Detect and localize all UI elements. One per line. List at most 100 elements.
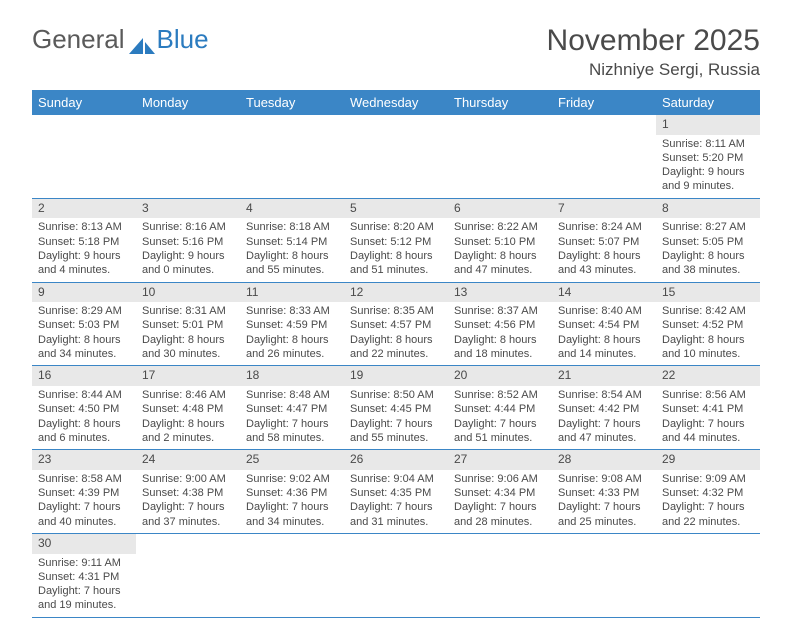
daylight-line: Daylight: 8 hours and 22 minutes. bbox=[350, 333, 442, 362]
sunset-line: Sunset: 5:16 PM bbox=[142, 235, 234, 249]
calendar-empty-cell bbox=[552, 115, 656, 198]
day-details: Sunrise: 9:11 AMSunset: 4:31 PMDaylight:… bbox=[32, 554, 136, 617]
calendar-row: 1Sunrise: 8:11 AMSunset: 5:20 PMDaylight… bbox=[32, 115, 760, 198]
calendar-day-cell: 11Sunrise: 8:33 AMSunset: 4:59 PMDayligh… bbox=[240, 282, 344, 366]
logo: General Blue bbox=[32, 24, 209, 55]
daylight-line: Daylight: 8 hours and 55 minutes. bbox=[246, 249, 338, 278]
daylight-line: Daylight: 8 hours and 26 minutes. bbox=[246, 333, 338, 362]
sunset-line: Sunset: 4:41 PM bbox=[662, 402, 754, 416]
day-details: Sunrise: 9:08 AMSunset: 4:33 PMDaylight:… bbox=[552, 470, 656, 533]
calendar-empty-cell bbox=[136, 533, 240, 617]
sunrise-line: Sunrise: 8:56 AM bbox=[662, 388, 754, 402]
day-details: Sunrise: 8:24 AMSunset: 5:07 PMDaylight:… bbox=[552, 218, 656, 281]
sunrise-line: Sunrise: 8:27 AM bbox=[662, 220, 754, 234]
daylight-line: Daylight: 7 hours and 19 minutes. bbox=[38, 584, 130, 613]
daylight-line: Daylight: 8 hours and 34 minutes. bbox=[38, 333, 130, 362]
calendar-empty-cell bbox=[344, 533, 448, 617]
daylight-line: Daylight: 7 hours and 58 minutes. bbox=[246, 417, 338, 446]
sunrise-line: Sunrise: 8:22 AM bbox=[454, 220, 546, 234]
sunset-line: Sunset: 4:39 PM bbox=[38, 486, 130, 500]
sunrise-line: Sunrise: 8:46 AM bbox=[142, 388, 234, 402]
calendar-day-cell: 14Sunrise: 8:40 AMSunset: 4:54 PMDayligh… bbox=[552, 282, 656, 366]
sunrise-line: Sunrise: 9:00 AM bbox=[142, 472, 234, 486]
sunset-line: Sunset: 5:10 PM bbox=[454, 235, 546, 249]
weekday-header: Saturday bbox=[656, 90, 760, 115]
calendar-row: 16Sunrise: 8:44 AMSunset: 4:50 PMDayligh… bbox=[32, 366, 760, 450]
sunset-line: Sunset: 4:45 PM bbox=[350, 402, 442, 416]
calendar-day-cell: 7Sunrise: 8:24 AMSunset: 5:07 PMDaylight… bbox=[552, 198, 656, 282]
sunset-line: Sunset: 4:34 PM bbox=[454, 486, 546, 500]
month-title: November 2025 bbox=[547, 24, 760, 58]
day-number: 28 bbox=[552, 450, 656, 470]
day-number: 17 bbox=[136, 366, 240, 386]
day-details: Sunrise: 8:58 AMSunset: 4:39 PMDaylight:… bbox=[32, 470, 136, 533]
calendar-table: SundayMondayTuesdayWednesdayThursdayFrid… bbox=[32, 90, 760, 618]
sunset-line: Sunset: 4:59 PM bbox=[246, 318, 338, 332]
day-details: Sunrise: 8:44 AMSunset: 4:50 PMDaylight:… bbox=[32, 386, 136, 449]
daylight-line: Daylight: 8 hours and 43 minutes. bbox=[558, 249, 650, 278]
daylight-line: Daylight: 8 hours and 6 minutes. bbox=[38, 417, 130, 446]
day-details: Sunrise: 8:42 AMSunset: 4:52 PMDaylight:… bbox=[656, 302, 760, 365]
day-details: Sunrise: 8:46 AMSunset: 4:48 PMDaylight:… bbox=[136, 386, 240, 449]
sunrise-line: Sunrise: 8:31 AM bbox=[142, 304, 234, 318]
calendar-empty-cell bbox=[344, 115, 448, 198]
calendar-day-cell: 26Sunrise: 9:04 AMSunset: 4:35 PMDayligh… bbox=[344, 450, 448, 534]
daylight-line: Daylight: 9 hours and 9 minutes. bbox=[662, 165, 754, 194]
calendar-day-cell: 20Sunrise: 8:52 AMSunset: 4:44 PMDayligh… bbox=[448, 366, 552, 450]
day-details: Sunrise: 8:31 AMSunset: 5:01 PMDaylight:… bbox=[136, 302, 240, 365]
day-number: 10 bbox=[136, 283, 240, 303]
day-details: Sunrise: 8:29 AMSunset: 5:03 PMDaylight:… bbox=[32, 302, 136, 365]
daylight-line: Daylight: 8 hours and 47 minutes. bbox=[454, 249, 546, 278]
calendar-row: 2Sunrise: 8:13 AMSunset: 5:18 PMDaylight… bbox=[32, 198, 760, 282]
sunset-line: Sunset: 4:32 PM bbox=[662, 486, 754, 500]
calendar-row: 23Sunrise: 8:58 AMSunset: 4:39 PMDayligh… bbox=[32, 450, 760, 534]
calendar-day-cell: 28Sunrise: 9:08 AMSunset: 4:33 PMDayligh… bbox=[552, 450, 656, 534]
daylight-line: Daylight: 7 hours and 47 minutes. bbox=[558, 417, 650, 446]
day-details: Sunrise: 8:22 AMSunset: 5:10 PMDaylight:… bbox=[448, 218, 552, 281]
sunrise-line: Sunrise: 9:09 AM bbox=[662, 472, 754, 486]
day-number: 12 bbox=[344, 283, 448, 303]
sunrise-line: Sunrise: 8:13 AM bbox=[38, 220, 130, 234]
calendar-empty-cell bbox=[448, 533, 552, 617]
header: General Blue November 2025 Nizhniye Serg… bbox=[32, 24, 760, 80]
day-number: 1 bbox=[656, 115, 760, 135]
sunrise-line: Sunrise: 8:44 AM bbox=[38, 388, 130, 402]
day-number: 27 bbox=[448, 450, 552, 470]
sunrise-line: Sunrise: 8:29 AM bbox=[38, 304, 130, 318]
daylight-line: Daylight: 7 hours and 22 minutes. bbox=[662, 500, 754, 529]
day-number: 24 bbox=[136, 450, 240, 470]
day-details: Sunrise: 8:16 AMSunset: 5:16 PMDaylight:… bbox=[136, 218, 240, 281]
sunset-line: Sunset: 5:14 PM bbox=[246, 235, 338, 249]
day-details: Sunrise: 8:33 AMSunset: 4:59 PMDaylight:… bbox=[240, 302, 344, 365]
day-details: Sunrise: 8:11 AMSunset: 5:20 PMDaylight:… bbox=[656, 135, 760, 198]
sunrise-line: Sunrise: 8:42 AM bbox=[662, 304, 754, 318]
sunset-line: Sunset: 5:01 PM bbox=[142, 318, 234, 332]
calendar-day-cell: 22Sunrise: 8:56 AMSunset: 4:41 PMDayligh… bbox=[656, 366, 760, 450]
daylight-line: Daylight: 7 hours and 31 minutes. bbox=[350, 500, 442, 529]
day-number: 21 bbox=[552, 366, 656, 386]
sunrise-line: Sunrise: 9:06 AM bbox=[454, 472, 546, 486]
day-number: 4 bbox=[240, 199, 344, 219]
calendar-day-cell: 6Sunrise: 8:22 AMSunset: 5:10 PMDaylight… bbox=[448, 198, 552, 282]
day-details: Sunrise: 8:13 AMSunset: 5:18 PMDaylight:… bbox=[32, 218, 136, 281]
sunset-line: Sunset: 4:47 PM bbox=[246, 402, 338, 416]
day-details: Sunrise: 9:04 AMSunset: 4:35 PMDaylight:… bbox=[344, 470, 448, 533]
calendar-empty-cell bbox=[136, 115, 240, 198]
calendar-day-cell: 5Sunrise: 8:20 AMSunset: 5:12 PMDaylight… bbox=[344, 198, 448, 282]
day-number: 7 bbox=[552, 199, 656, 219]
day-number: 23 bbox=[32, 450, 136, 470]
calendar-empty-cell bbox=[656, 533, 760, 617]
calendar-day-cell: 3Sunrise: 8:16 AMSunset: 5:16 PMDaylight… bbox=[136, 198, 240, 282]
sunrise-line: Sunrise: 8:58 AM bbox=[38, 472, 130, 486]
day-number: 9 bbox=[32, 283, 136, 303]
day-details: Sunrise: 8:52 AMSunset: 4:44 PMDaylight:… bbox=[448, 386, 552, 449]
sunset-line: Sunset: 4:38 PM bbox=[142, 486, 234, 500]
daylight-line: Daylight: 7 hours and 44 minutes. bbox=[662, 417, 754, 446]
calendar-day-cell: 2Sunrise: 8:13 AMSunset: 5:18 PMDaylight… bbox=[32, 198, 136, 282]
day-number: 11 bbox=[240, 283, 344, 303]
calendar-day-cell: 10Sunrise: 8:31 AMSunset: 5:01 PMDayligh… bbox=[136, 282, 240, 366]
sunrise-line: Sunrise: 8:52 AM bbox=[454, 388, 546, 402]
calendar-day-cell: 17Sunrise: 8:46 AMSunset: 4:48 PMDayligh… bbox=[136, 366, 240, 450]
sunset-line: Sunset: 4:56 PM bbox=[454, 318, 546, 332]
day-details: Sunrise: 8:50 AMSunset: 4:45 PMDaylight:… bbox=[344, 386, 448, 449]
